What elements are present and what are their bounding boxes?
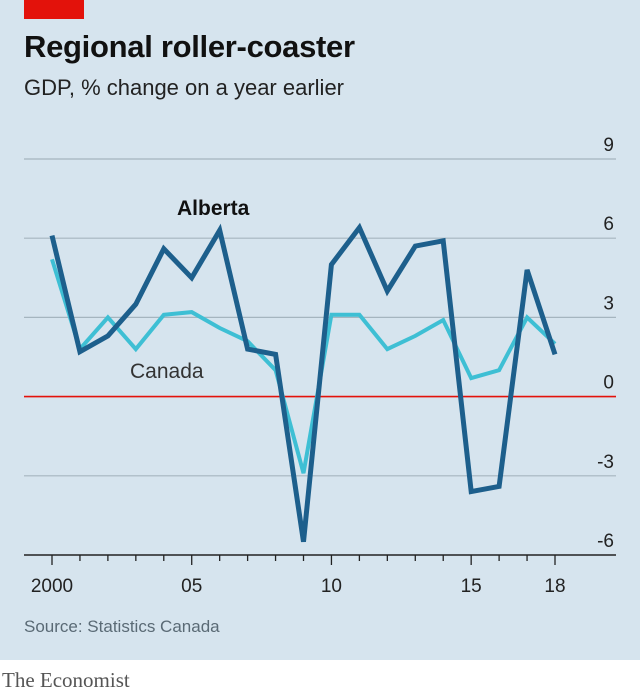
series-line-canada	[50, 258, 557, 474]
y-tick-label: -6	[597, 531, 614, 552]
x-tick-label: 2000	[31, 576, 73, 597]
series-label-canada: Canada	[130, 360, 204, 383]
y-tick-label: -3	[597, 452, 614, 473]
brand-red-tag	[24, 0, 84, 19]
series-line-alberta	[49, 222, 558, 543]
y-tick-label: 9	[603, 135, 614, 156]
y-tick-label: 3	[603, 293, 614, 314]
source-note: Source: Statistics Canada	[24, 617, 220, 636]
x-tick-label: 15	[461, 576, 482, 597]
x-tick-label: 05	[181, 576, 202, 597]
chart-title: Regional roller-coaster	[24, 29, 355, 64]
x-tick-label: 18	[544, 576, 565, 597]
y-tick-label: 0	[603, 373, 614, 394]
chart-panel	[0, 0, 640, 660]
chart-subtitle: GDP, % change on a year earlier	[24, 75, 344, 100]
series-label-alberta: Alberta	[177, 197, 250, 220]
x-tick-label: 10	[321, 576, 342, 597]
y-tick-label: 6	[603, 214, 614, 235]
publisher-logo: The Economist	[2, 668, 130, 692]
line-chart: 9 6 3 0 -3 -6 2000 05 10 15 18 Alberta Canada	[24, 135, 616, 597]
